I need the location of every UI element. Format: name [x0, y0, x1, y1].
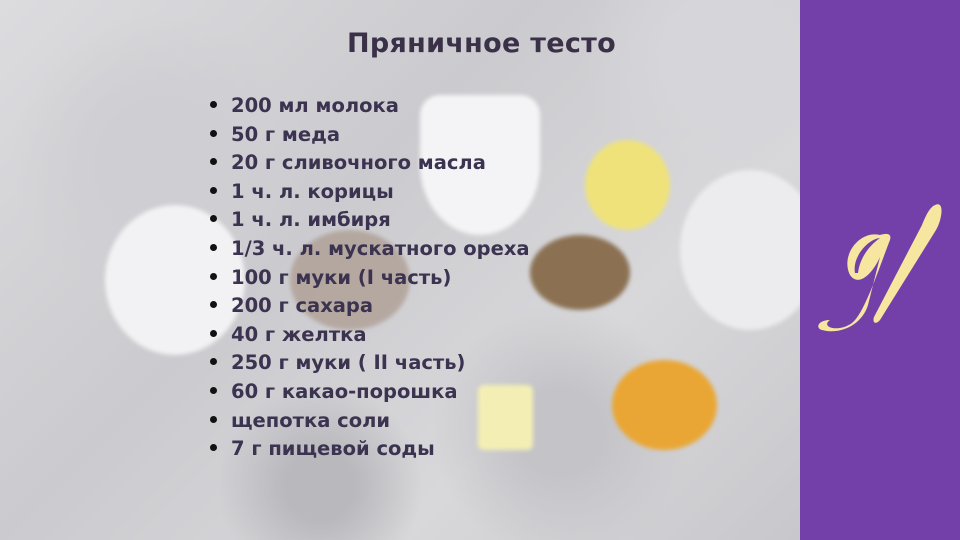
ingredient-text: 7 г пищевой соды [231, 437, 435, 461]
ingredient-text: 40 г желтка [231, 322, 367, 346]
ingredients-photo [0, 0, 800, 540]
cinnamon-bowl [290, 230, 410, 330]
recipe-title: Пряничное тесто [347, 28, 616, 59]
bullet-icon [210, 358, 217, 366]
bullet-icon [210, 215, 217, 223]
ingredient-text: 1 ч. л. имбиря [231, 208, 391, 232]
ingredient-item: 1 ч. л. корицы [210, 178, 530, 207]
ingredient-item: 40 г желтка [210, 321, 530, 350]
ingredient-item: 20 г сливочного масла [210, 149, 530, 178]
bullet-icon [210, 415, 217, 423]
butter [478, 385, 533, 450]
bullet-icon [210, 186, 217, 194]
milk-bowl [105, 205, 245, 355]
ingredient-text: 20 г сливочного масла [231, 151, 486, 175]
ingredient-item: 250 г муки ( II часть) [210, 349, 530, 378]
ingredient-item: 100 г муки (I часть) [210, 264, 530, 293]
ingredient-item: 60 г какао-порошка [210, 378, 530, 407]
ingredient-text: щепотка соли [231, 408, 391, 432]
ingredient-item: 1/3 ч. л. мускатного ореха [210, 235, 530, 264]
ingredient-text: 1 ч. л. корицы [231, 179, 394, 203]
brand-panel [800, 0, 960, 540]
bullet-icon [210, 386, 217, 394]
ingredient-item: 200 г сахара [210, 292, 530, 321]
honey-glass [585, 140, 670, 230]
ingredient-text: 200 мл молока [231, 94, 399, 117]
ingredient-item: 50 г меда [210, 121, 530, 150]
bullet-icon [210, 301, 217, 309]
bullet-icon [210, 101, 217, 108]
bullet-icon [210, 329, 217, 337]
bullet-icon [210, 444, 217, 452]
gl-logo [818, 204, 942, 332]
flour-bowl [680, 170, 800, 330]
ingredient-text: 200 г сахара [231, 294, 374, 318]
bullet-icon [210, 243, 217, 251]
ingredient-text: 50 г меда [231, 122, 340, 146]
ingredient-list: 200 мл молока 50 г меда 20 г сливочного ма… [210, 92, 530, 464]
ingredient-item: щепотка соли [210, 407, 530, 436]
yolk-bowl [612, 360, 717, 450]
ingredient-text: 250 г муки ( II часть) [231, 351, 466, 375]
bullet-icon [210, 272, 217, 280]
ingredient-text: 100 г муки (I часть) [231, 265, 452, 289]
spice-bowl [530, 235, 630, 310]
ingredient-item: 7 г пищевой соды [210, 435, 530, 464]
ingredient-text: 1/3 ч. л. мускатного ореха [231, 236, 530, 260]
bullet-icon [210, 129, 217, 137]
bullet-icon [210, 158, 217, 166]
ingredient-text: 60 г какао-порошка [231, 379, 458, 403]
ingredient-item: 200 мл молока [210, 92, 530, 121]
milk-glass [420, 95, 540, 235]
ingredient-item: 1 ч. л. имбиря [210, 206, 530, 235]
